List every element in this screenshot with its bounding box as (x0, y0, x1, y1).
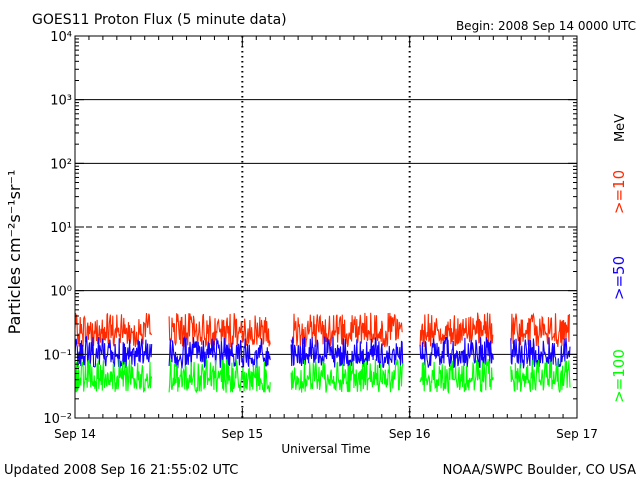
y-tick-label-3: 10¹ (50, 221, 72, 236)
begin-label: Begin: 2008 Sep 14 0000 UTC (456, 19, 636, 33)
series-2-segment-3 (419, 358, 494, 395)
legend: MeV >=10 >=50 >=100 (610, 114, 628, 403)
y-tick-label-2: 10⁰ (50, 285, 72, 300)
legend-entry-1: >=50 (610, 256, 628, 300)
series-0-segment-1 (168, 313, 271, 349)
plot-frame (74, 35, 578, 419)
legend-entry-2: >=100 (610, 349, 628, 403)
credit-label: NOAA/SWPC Boulder, CO USA (443, 463, 636, 478)
y-tick-label-6: 10⁴ (50, 30, 72, 45)
y-tick-label-4: 10² (50, 157, 72, 172)
x-tick-label-2: Sep 16 (389, 427, 431, 441)
plot-area (75, 36, 577, 418)
series-2-segment-0 (74, 358, 153, 393)
y-tick-labels: 10⁻² 10⁻¹ 10⁰ 10¹ 10² 10³ 10⁴ (43, 30, 72, 427)
updated-timestamp: Updated 2008 Sep 16 21:55:02 UTC (4, 463, 238, 478)
plot-border (74, 35, 578, 419)
series-0-segment-4 (510, 312, 571, 348)
series-2-segment-1 (168, 357, 271, 393)
y-axis-label: Particles cm⁻²s⁻¹sr⁻¹ (5, 170, 24, 335)
series-2-segment-4 (510, 358, 571, 393)
x-tick-label-1: Sep 15 (221, 427, 263, 441)
series-layer (74, 312, 571, 395)
legend-entry-0: >=10 (610, 170, 628, 214)
x-tick-label-3: Sep 17 (556, 427, 598, 441)
legend-unit: MeV (613, 114, 628, 142)
x-axis-label: Universal Time (281, 442, 370, 456)
series-1-segment-2 (290, 336, 404, 369)
series-2-segment-2 (290, 358, 404, 393)
y-tick-label-5: 10³ (50, 94, 72, 109)
y-tick-label-1: 10⁻¹ (43, 348, 72, 363)
chart-title: GOES11 Proton Flux (5 minute data) (32, 12, 287, 28)
series-0-segment-3 (419, 312, 494, 347)
y-tick-label-0: 10⁻² (43, 412, 72, 427)
x-tick-labels: Sep 14 Sep 15 Sep 16 Sep 17 (54, 427, 598, 441)
x-tick-label-0: Sep 14 (54, 427, 96, 441)
series-1-segment-3 (419, 336, 494, 369)
series-0-segment-2 (290, 312, 403, 348)
series-0-segment-0 (74, 312, 153, 348)
